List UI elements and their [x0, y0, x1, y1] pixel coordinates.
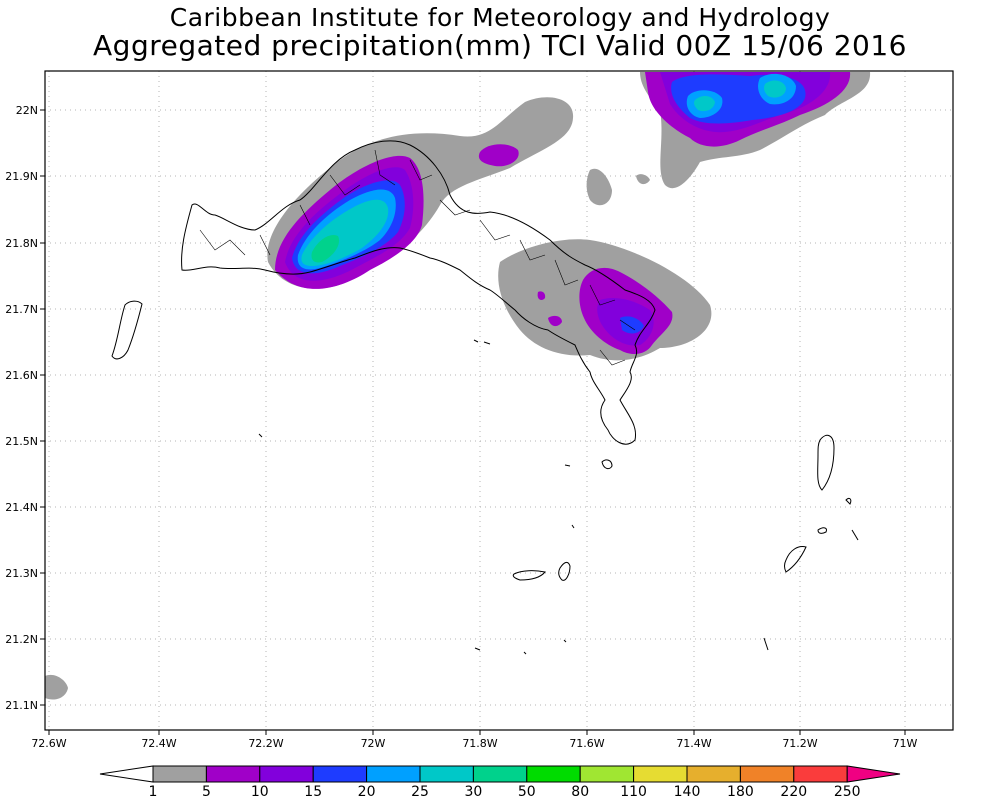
x-tick-label: 71W — [893, 737, 918, 750]
y-tick-label: 21.2N — [5, 633, 38, 646]
colorbar-segment — [793, 765, 848, 783]
colorbar-label: 180 — [727, 784, 754, 800]
institution-title: Caribbean Institute for Meteorology and … — [169, 3, 831, 32]
colorbar-label: 30 — [464, 784, 482, 800]
plot-frame — [44, 70, 954, 731]
internal-boundaries — [199, 149, 636, 366]
colorbar-label: 50 — [518, 784, 536, 800]
colorbar-label: 10 — [251, 784, 269, 800]
x-tick-label: 72.4W — [141, 737, 176, 750]
colorbar-label: 1 — [149, 784, 158, 800]
coastlines — [111, 140, 859, 655]
colorbar-segment — [686, 765, 741, 783]
y-tick-label: 21.9N — [5, 170, 38, 183]
colorbar-segment — [739, 765, 795, 783]
colorbar-segment — [259, 765, 314, 783]
product-title: Aggregated precipitation(mm) TCI Valid 0… — [93, 29, 907, 62]
colorbar-label: 15 — [304, 784, 322, 800]
colorbar-segment — [312, 765, 368, 783]
colorbar-segment — [419, 765, 474, 783]
y-tick-label: 21.6N — [5, 369, 38, 382]
colorbar-segment — [633, 765, 688, 783]
x-tick-label: 72.6W — [31, 737, 66, 750]
colorbar-segment — [472, 765, 528, 783]
colorbar-label: 110 — [620, 784, 647, 800]
precipitation-field — [45, 72, 871, 700]
colorbar-label: 140 — [674, 784, 701, 800]
colorbar-label: 20 — [358, 784, 376, 800]
y-tick-label: 21.7N — [5, 303, 38, 316]
colorbar-label: 25 — [411, 784, 429, 800]
precip-band-1mm — [45, 72, 871, 700]
y-tick-label: 21.1N — [5, 699, 38, 712]
y-tick-label: 21.4N — [5, 501, 38, 514]
colorbar-lower-arrow — [99, 765, 154, 783]
x-tick-label: 71.8W — [462, 737, 497, 750]
colorbar-segment — [152, 765, 207, 783]
colorbar-label: 250 — [834, 784, 861, 800]
colorbar-segment — [205, 765, 261, 783]
colorbar-segment — [579, 765, 635, 783]
colorbar-upper-arrow — [846, 765, 901, 783]
colorbar: 1 5 10 15 20 25 30 50 80 110 140 180 220 250 — [99, 765, 901, 800]
colorbar-label: 5 — [202, 784, 211, 800]
x-tick-label: 72W — [361, 737, 386, 750]
colorbar-segment — [526, 765, 581, 783]
y-tick-label: 21.8N — [5, 237, 38, 250]
x-tick-label: 72.2W — [248, 737, 283, 750]
y-tick-label: 21.3N — [5, 567, 38, 580]
x-tick-label: 71.2W — [782, 737, 817, 750]
precip-band-30mm — [311, 234, 340, 263]
colorbar-label: 80 — [571, 784, 589, 800]
x-tick-label: 71.6W — [569, 737, 604, 750]
colorbar-label: 220 — [780, 784, 807, 800]
x-axis-ticks: 72.6W 72.4W 72.2W 72W 71.8W 71.6W 71.4W 71.2W 71… — [31, 730, 918, 750]
x-tick-label: 71.4W — [676, 737, 711, 750]
y-axis-ticks: 22N 21.9N 21.8N 21.7N 21.6N 21.5N 21.4N 21.3N 21… — [5, 104, 45, 712]
y-tick-label: 21.5N — [5, 435, 38, 448]
colorbar-segment — [366, 765, 421, 783]
y-tick-label: 22N — [16, 104, 38, 117]
